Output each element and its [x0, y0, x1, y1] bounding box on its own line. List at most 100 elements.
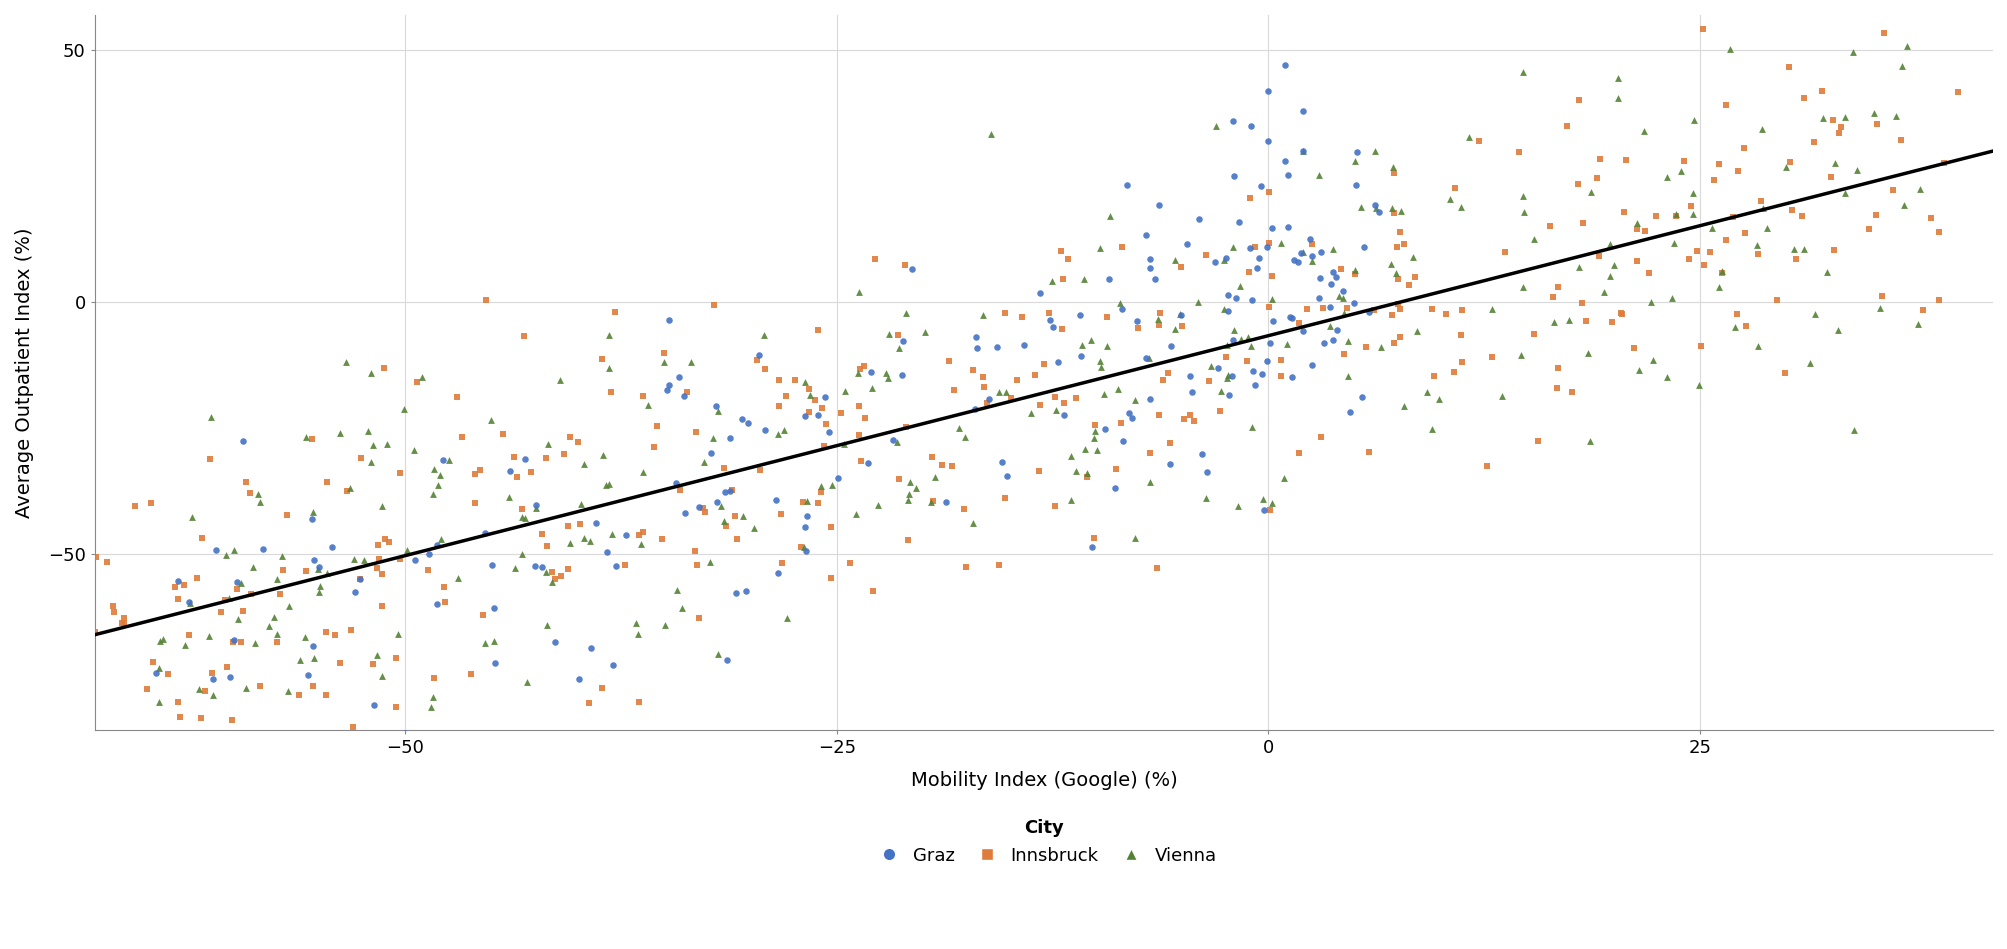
- Point: [303, 579, 335, 594]
- Point: [1453, 129, 1485, 144]
- Point: [1270, 219, 1303, 234]
- Point: [1828, 109, 1860, 124]
- Point: [417, 487, 450, 502]
- Point: [1286, 143, 1319, 158]
- Point: [478, 656, 510, 671]
- Point: [201, 543, 233, 558]
- Point: [1660, 206, 1692, 221]
- Point: [1379, 266, 1411, 281]
- Point: [1798, 307, 1830, 322]
- Point: [596, 658, 628, 673]
- Point: [421, 477, 454, 493]
- Point: [1068, 271, 1100, 287]
- Point: [1563, 92, 1596, 107]
- Point: [668, 506, 700, 521]
- Point: [895, 261, 927, 276]
- Point: [1234, 338, 1266, 353]
- Point: [1684, 338, 1716, 353]
- Point: [1094, 209, 1126, 224]
- Point: [427, 580, 460, 595]
- Point: [554, 535, 586, 550]
- Point: [1433, 191, 1465, 206]
- Point: [809, 390, 841, 405]
- Point: [793, 404, 825, 419]
- Point: [789, 409, 821, 424]
- Point: [1264, 368, 1297, 383]
- Point: [476, 557, 508, 572]
- Point: [247, 541, 279, 556]
- Point: [987, 491, 1020, 506]
- Point: [1327, 283, 1359, 298]
- Point: [995, 391, 1028, 406]
- Point: [1048, 407, 1080, 422]
- Point: [1295, 253, 1327, 269]
- Point: [237, 559, 269, 574]
- Point: [682, 499, 714, 514]
- Point: [1423, 392, 1455, 407]
- Point: [1836, 45, 1869, 60]
- Point: [309, 688, 341, 703]
- Point: [337, 551, 369, 567]
- Point: [652, 378, 684, 393]
- Point: [1230, 329, 1262, 344]
- Point: [586, 680, 618, 696]
- Point: [1118, 530, 1150, 546]
- Point: [702, 646, 735, 661]
- Point: [1078, 418, 1110, 433]
- Point: [1573, 433, 1606, 448]
- Point: [1567, 215, 1600, 231]
- Point: [187, 530, 219, 546]
- Point: [421, 538, 454, 553]
- Point: [530, 565, 562, 580]
- Point: [1122, 321, 1154, 336]
- Point: [379, 650, 411, 665]
- Y-axis label: Average Outpatient Index (%): Average Outpatient Index (%): [14, 228, 34, 518]
- Point: [1018, 367, 1050, 382]
- Point: [889, 306, 921, 321]
- Point: [1706, 266, 1738, 281]
- Point: [1112, 405, 1144, 420]
- Point: [815, 519, 847, 534]
- Point: [227, 434, 259, 449]
- Point: [183, 681, 215, 697]
- Point: [1266, 470, 1299, 485]
- Point: [1305, 429, 1337, 444]
- Point: [173, 627, 205, 642]
- Point: [1780, 251, 1812, 267]
- Point: [1688, 257, 1720, 272]
- Point: [514, 464, 546, 479]
- Point: [747, 327, 779, 343]
- Point: [835, 555, 867, 570]
- Point: [947, 501, 979, 516]
- Point: [239, 636, 271, 651]
- Point: [530, 450, 562, 465]
- Point: [419, 596, 452, 611]
- Point: [1172, 407, 1204, 422]
- Point: [243, 486, 275, 501]
- Point: [540, 572, 572, 587]
- Point: [1192, 373, 1224, 388]
- Point: [1363, 204, 1395, 219]
- Point: [1212, 367, 1244, 382]
- Point: [660, 475, 692, 491]
- Point: [1076, 539, 1108, 554]
- Point: [710, 518, 743, 533]
- Point: [564, 516, 596, 531]
- Point: [1315, 276, 1347, 291]
- Point: [696, 431, 729, 446]
- Point: [1284, 246, 1317, 261]
- Point: [1048, 396, 1080, 411]
- Point: [1256, 269, 1288, 284]
- Point: [488, 426, 520, 441]
- Point: [163, 591, 195, 606]
- Point: [678, 544, 710, 559]
- Point: [632, 398, 664, 413]
- Point: [223, 612, 255, 627]
- Point: [520, 500, 552, 515]
- Point: [530, 539, 562, 554]
- Point: [1555, 384, 1588, 400]
- Point: [1208, 252, 1240, 268]
- Point: [877, 432, 909, 447]
- Point: [460, 466, 492, 481]
- Point: [1331, 368, 1363, 383]
